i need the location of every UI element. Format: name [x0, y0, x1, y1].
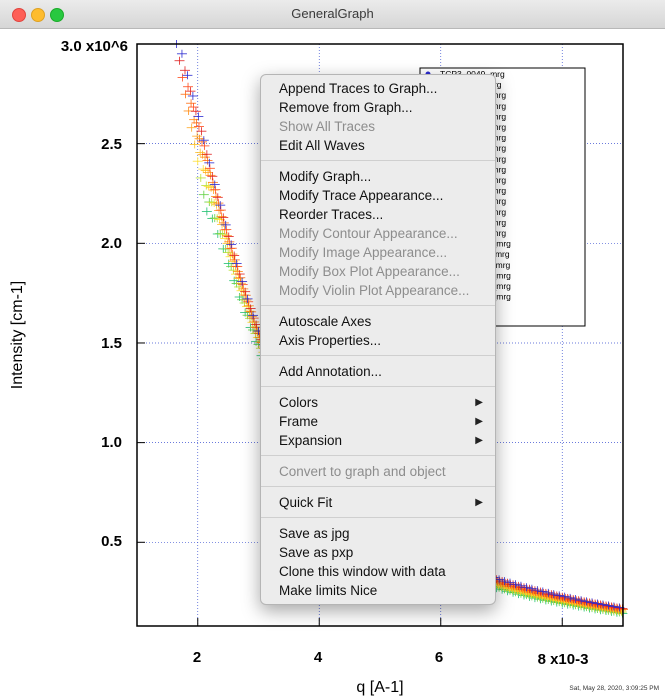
menu-item-modify-box-plot-appearance: Modify Box Plot Appearance...	[261, 262, 495, 281]
menu-item-make-limits-nice[interactable]: Make limits Nice	[261, 581, 495, 600]
x-tick-label: 4	[314, 649, 323, 666]
menu-item-label: Convert to graph and object	[279, 464, 446, 479]
menu-separator	[261, 160, 495, 161]
menu-item-label: Show All Traces	[279, 119, 376, 134]
menu-item-save-as-jpg[interactable]: Save as jpg	[261, 524, 495, 543]
menu-item-label: Edit All Waves	[279, 138, 365, 153]
title-bar[interactable]: GeneralGraph	[0, 0, 665, 29]
menu-item-label: Expansion	[279, 433, 343, 448]
menu-item-label: Make limits Nice	[279, 583, 378, 598]
y-tick-label: 1.0	[101, 434, 122, 451]
menu-item-label: Autoscale Axes	[279, 314, 372, 329]
menu-item-frame[interactable]: Frame ▶	[261, 412, 495, 431]
menu-item-show-all-traces: Show All Traces	[261, 117, 495, 136]
y-axis: 0.5 1.0 1.5 2.0 2.5 3.0 x10^6	[61, 38, 128, 550]
y-tick-label: 1.5	[101, 335, 122, 352]
x-tick-label: 6	[435, 649, 443, 666]
menu-item-clone-this-window-with-data[interactable]: Clone this window with data	[261, 562, 495, 581]
submenu-arrow-icon: ▶	[475, 397, 483, 408]
menu-item-label: Reorder Traces...	[279, 207, 384, 222]
menu-item-modify-violin-plot-appearance: Modify Violin Plot Appearance...	[261, 281, 495, 300]
menu-item-convert-to-graph-and-object: Convert to graph and object	[261, 462, 495, 481]
menu-item-label: Quick Fit	[279, 495, 333, 510]
submenu-arrow-icon: ▶	[475, 497, 483, 508]
y-tick-label: 0.5	[101, 533, 122, 550]
window-title: GeneralGraph	[291, 6, 374, 21]
menu-item-modify-trace-appearance[interactable]: Modify Trace Appearance...	[261, 186, 495, 205]
menu-separator	[261, 455, 495, 456]
menu-item-modify-contour-appearance: Modify Contour Appearance...	[261, 224, 495, 243]
context-menu[interactable]: Append Traces to Graph... Remove from Gra…	[260, 74, 496, 605]
menu-separator	[261, 386, 495, 387]
menu-item-append-traces-to-graph[interactable]: Append Traces to Graph...	[261, 79, 495, 98]
menu-item-label: Modify Image Appearance...	[279, 245, 448, 260]
timestamp: Sat, May 28, 2020, 3:09:25 PM	[569, 685, 659, 692]
menu-item-label: Add Annotation...	[279, 364, 382, 379]
menu-item-label: Modify Violin Plot Appearance...	[279, 283, 470, 298]
menu-item-edit-all-waves[interactable]: Edit All Waves	[261, 136, 495, 155]
y-tick-label: 2.0	[101, 235, 122, 252]
x-tick-label: 8 x10-3	[538, 651, 589, 668]
menu-item-label: Modify Box Plot Appearance...	[279, 264, 460, 279]
menu-separator	[261, 486, 495, 487]
plot-frame	[136, 43, 624, 627]
zoom-button[interactable]	[50, 8, 64, 22]
menu-item-label: Save as pxp	[279, 545, 354, 560]
x-tick-label: 2	[193, 649, 201, 666]
menu-item-label: Remove from Graph...	[279, 100, 413, 115]
y-axis-label: Intensity [cm-1]	[9, 281, 26, 389]
menu-item-label: Axis Properties...	[279, 333, 382, 348]
menu-item-quick-fit[interactable]: Quick Fit ▶	[261, 493, 495, 512]
menu-item-label: Modify Trace Appearance...	[279, 188, 444, 203]
y-tick-label: 3.0 x10^6	[61, 38, 128, 55]
menu-item-label: Modify Contour Appearance...	[279, 226, 458, 241]
menu-item-axis-properties[interactable]: Axis Properties...	[261, 331, 495, 350]
menu-item-label: Colors	[279, 395, 319, 410]
menu-item-modify-image-appearance: Modify Image Appearance...	[261, 243, 495, 262]
menu-item-label: Clone this window with data	[279, 564, 446, 579]
minimize-button[interactable]	[31, 8, 45, 22]
menu-separator	[261, 517, 495, 518]
x-axis-label: q [A-1]	[356, 679, 403, 696]
menu-item-label: Frame	[279, 414, 319, 429]
menu-item-autoscale-axes[interactable]: Autoscale Axes	[261, 312, 495, 331]
menu-item-label: Append Traces to Graph...	[279, 81, 438, 96]
x-axis: 2 4 6 8 x10-3	[193, 649, 589, 668]
submenu-arrow-icon: ▶	[475, 435, 483, 446]
menu-item-label: Modify Graph...	[279, 169, 372, 184]
menu-item-expansion[interactable]: Expansion ▶	[261, 431, 495, 450]
menu-item-remove-from-graph[interactable]: Remove from Graph...	[261, 98, 495, 117]
menu-separator	[261, 305, 495, 306]
menu-item-label: Save as jpg	[279, 526, 350, 541]
menu-item-modify-graph[interactable]: Modify Graph...	[261, 167, 495, 186]
menu-separator	[261, 355, 495, 356]
menu-item-add-annotation[interactable]: Add Annotation...	[261, 362, 495, 381]
close-button[interactable]	[12, 8, 26, 22]
menu-item-save-as-pxp[interactable]: Save as pxp	[261, 543, 495, 562]
menu-item-colors[interactable]: Colors ▶	[261, 393, 495, 412]
submenu-arrow-icon: ▶	[475, 416, 483, 427]
y-tick-label: 2.5	[101, 136, 122, 153]
menu-item-reorder-traces[interactable]: Reorder Traces...	[261, 205, 495, 224]
